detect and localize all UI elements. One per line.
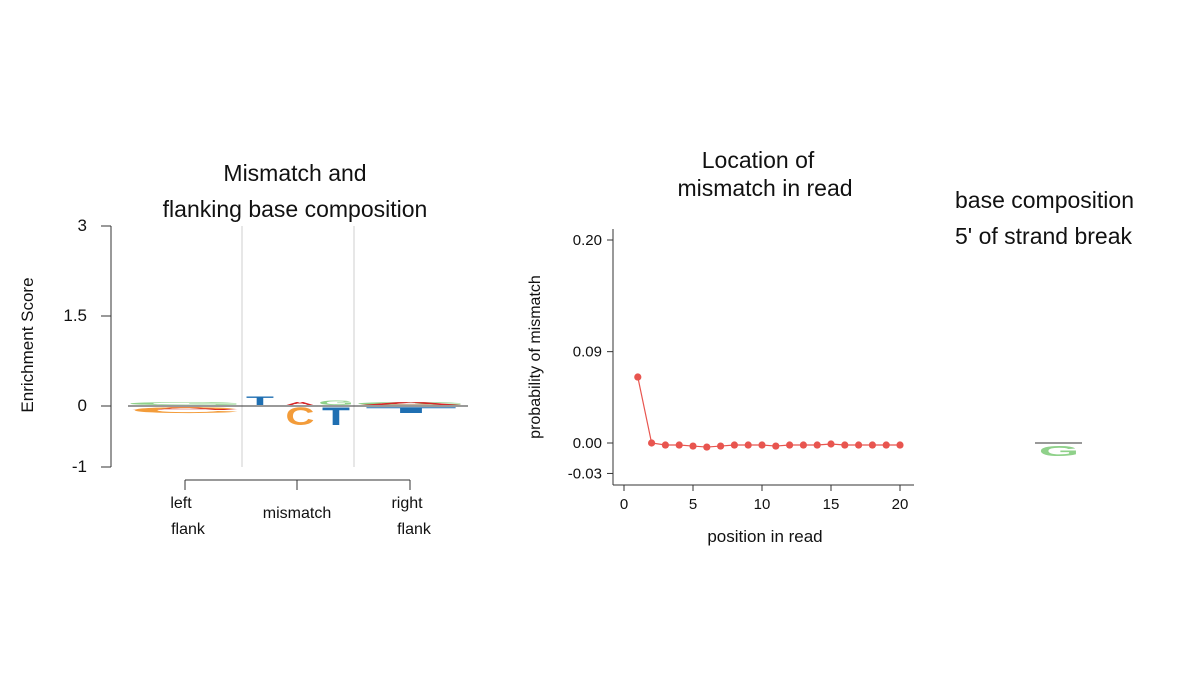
region-label-left-line2: flank xyxy=(171,521,205,538)
logo-letter-G: G xyxy=(318,399,354,406)
line-ytick-label: -0.03 xyxy=(568,465,602,482)
logo-letter-A: A xyxy=(286,401,315,406)
line-ticks: 0 5 10 15 20 -0.03 0.00 0.09 0.20 xyxy=(568,232,909,513)
break-letter-G: G xyxy=(1039,443,1079,460)
line-xtick-label: 5 xyxy=(689,496,697,513)
line-point xyxy=(813,441,821,449)
logo-title-line1: Mismatch and xyxy=(223,160,367,186)
line-point xyxy=(648,439,656,447)
line-title-line2: mismatch in read xyxy=(677,175,853,201)
line-ytick-label: 0.09 xyxy=(573,344,602,361)
logo-letter-T: T xyxy=(322,403,351,431)
logo-title: Mismatch and flanking base composition xyxy=(130,155,460,227)
line-point xyxy=(855,441,863,449)
line-point xyxy=(896,441,904,449)
break-title: base composition 5' of strand break xyxy=(955,182,1185,254)
logo-ytick-1.5: 1.5 xyxy=(63,306,87,325)
line-point xyxy=(744,441,752,449)
line-series-path xyxy=(637,376,900,448)
break-letters: G xyxy=(1039,443,1079,460)
line-ytick-label: 0.00 xyxy=(573,435,602,452)
region-label-left-line1: left xyxy=(170,495,192,512)
line-point xyxy=(772,442,780,450)
logo-letter-C: C xyxy=(286,403,315,431)
line-point xyxy=(827,440,835,448)
line-plot: 0 5 10 15 20 -0.03 0.00 0.09 0.20 xyxy=(568,229,914,513)
region-label-left: left flank xyxy=(150,491,220,543)
line-point xyxy=(799,441,808,449)
logo-title-line2: flanking base composition xyxy=(162,196,428,222)
line-point xyxy=(786,441,794,449)
logo-ytick-0: 0 xyxy=(77,396,87,415)
line-point xyxy=(717,442,725,450)
line-xtick-label: 15 xyxy=(823,496,840,513)
logo-letter-A: A xyxy=(356,401,465,406)
logo-letter-G: G xyxy=(124,401,246,406)
line-point xyxy=(730,441,739,449)
logo-letter-C: C xyxy=(128,405,241,414)
logo-letter-T: T xyxy=(246,394,275,408)
region-label-right-line1: right xyxy=(391,495,423,512)
break-logo: G xyxy=(1035,442,1082,460)
logo-ytick-neg1: -1 xyxy=(71,457,87,476)
line-xtick-label: 0 xyxy=(620,496,628,513)
region-label-right: right flank xyxy=(372,491,442,543)
break-title-line1: base composition xyxy=(955,187,1134,213)
line-point xyxy=(634,373,642,381)
line-title-line1: Location of xyxy=(701,147,815,173)
line-ytick-label: 0.20 xyxy=(573,232,602,249)
break-title-line2: 5' of strand break xyxy=(955,223,1132,249)
line-point xyxy=(868,441,877,449)
line-xlabel: position in read xyxy=(707,527,823,546)
logo-ytick-3: 3 xyxy=(77,216,87,235)
line-point xyxy=(841,441,849,449)
line-title: Location of mismatch in read xyxy=(620,146,910,202)
line-xtick-label: 20 xyxy=(892,496,909,513)
line-point xyxy=(703,443,711,451)
line-point xyxy=(689,442,697,450)
logo-letter-T: T xyxy=(365,406,457,415)
line-point xyxy=(882,441,890,449)
logo-letter-A: A xyxy=(128,406,241,411)
line-xtick-label: 10 xyxy=(754,496,771,513)
region-label-right-line2: flank xyxy=(397,521,431,538)
line-point xyxy=(661,441,670,449)
line-point xyxy=(758,441,766,449)
logo-letter-G: G xyxy=(352,401,470,406)
line-point xyxy=(675,441,683,449)
line-series xyxy=(634,373,904,451)
region-label-mismatch: mismatch xyxy=(262,505,332,522)
